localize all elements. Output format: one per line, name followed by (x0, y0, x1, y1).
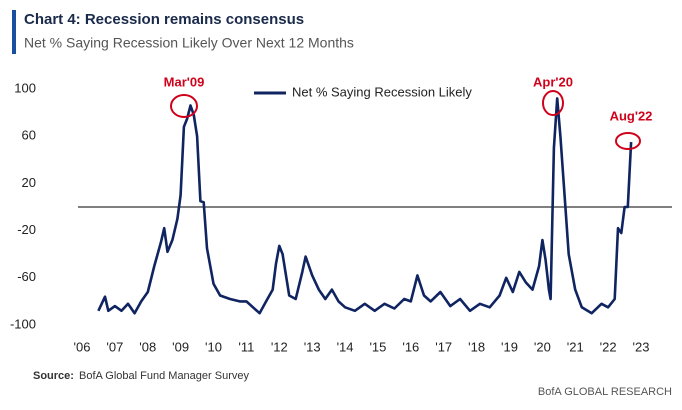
y-tick-label: -20 (17, 222, 36, 237)
x-tick-label: '23 (633, 339, 650, 354)
y-tick-label: 60 (22, 128, 36, 143)
x-tick-label: '10 (205, 339, 222, 354)
x-tick-label: '16 (402, 339, 419, 354)
x-tick-label: '12 (271, 339, 288, 354)
x-tick-label: '22 (600, 339, 617, 354)
x-tick-label: '11 (238, 339, 254, 354)
series-line (97, 97, 633, 315)
chart-title: Chart 4: Recession remains consensus (24, 11, 304, 28)
x-tick-label: '14 (337, 339, 354, 354)
y-tick-label: 100 (14, 80, 36, 95)
x-tick-label: '21 (567, 339, 584, 354)
annotation-label: Aug'22 (610, 108, 653, 123)
annotation-label: Apr'20 (533, 74, 573, 89)
source-label: Source: (33, 370, 74, 382)
annotation-circle (170, 94, 198, 118)
x-tick-label: '20 (534, 339, 551, 354)
x-tick-label: '18 (468, 339, 485, 354)
annotation-circle (615, 132, 641, 150)
x-tick-label: '06 (74, 339, 91, 354)
brand: BofA GLOBAL RESEARCH (538, 386, 672, 398)
title-bar (12, 10, 16, 54)
chart-subtitle: Net % Saying Recession Likely Over Next … (24, 35, 354, 51)
y-tick-label: -60 (17, 269, 36, 284)
x-tick-label: '13 (304, 339, 321, 354)
x-tick-label: '17 (435, 339, 452, 354)
source-text: BofA Global Fund Manager Survey (79, 370, 249, 382)
annotation-circle (542, 90, 564, 116)
x-tick-label: '19 (501, 339, 518, 354)
y-tick-label: -100 (10, 316, 36, 331)
x-tick-label: '08 (139, 339, 156, 354)
x-tick-label: '07 (106, 339, 123, 354)
legend-label: Net % Saying Recession Likely (292, 84, 472, 99)
annotation-label: Mar'09 (164, 74, 205, 89)
y-tick-label: 20 (22, 175, 36, 190)
x-tick-label: '09 (172, 339, 189, 354)
x-tick-label: '15 (369, 339, 386, 354)
